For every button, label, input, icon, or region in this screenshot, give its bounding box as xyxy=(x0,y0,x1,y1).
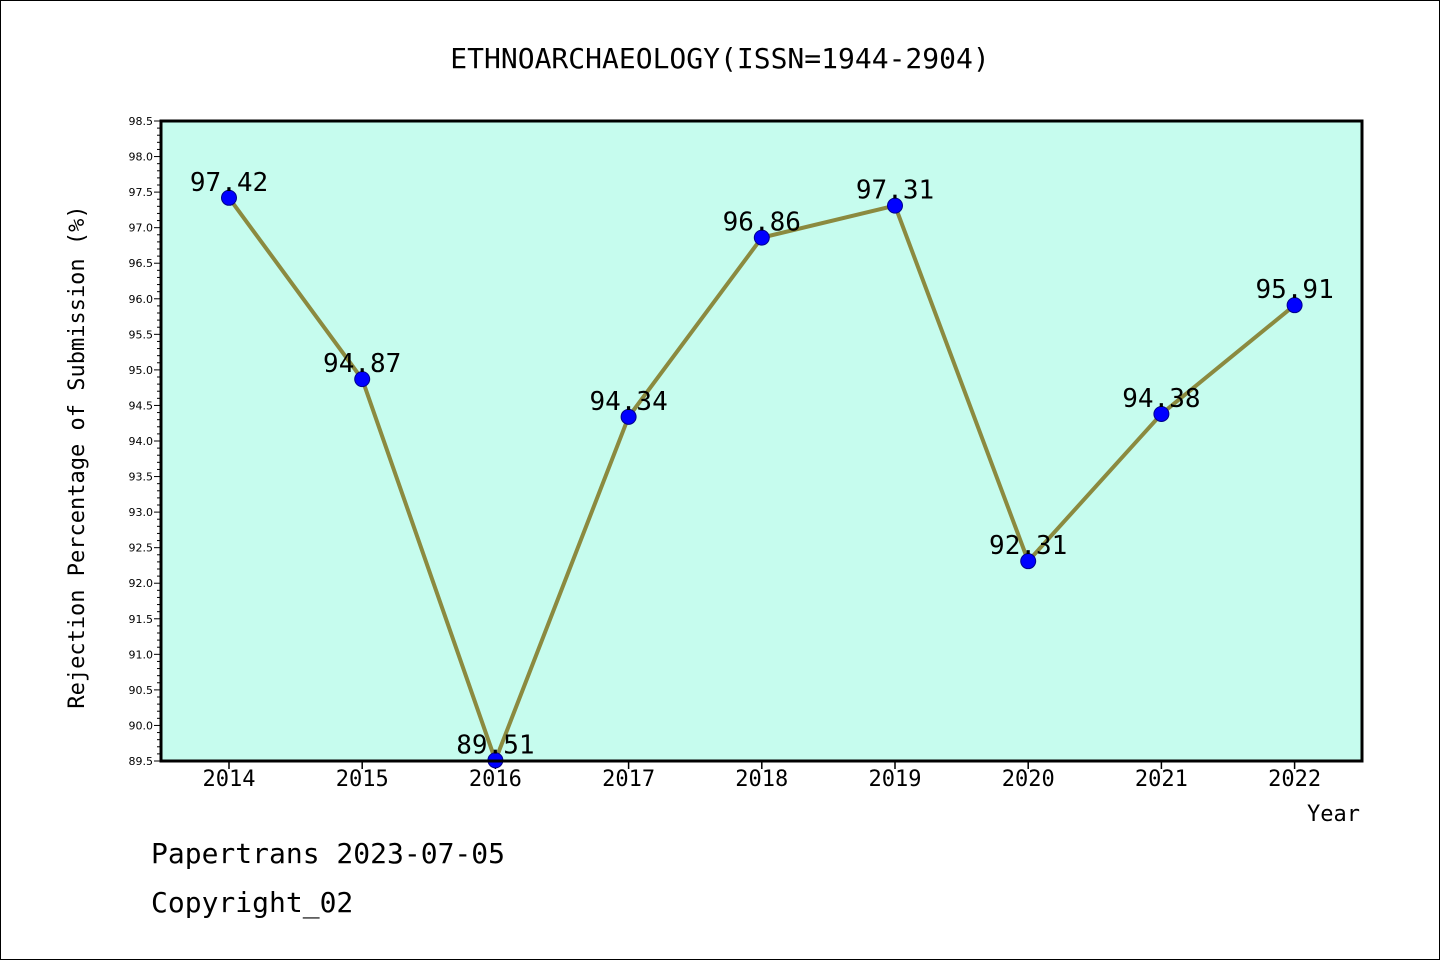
data-point xyxy=(221,189,237,206)
x-tick-label: 2020 xyxy=(1002,767,1055,792)
y-axis-title: Rejection Percentage of Submission (%) xyxy=(65,205,90,708)
y-tick-label: 90.5 xyxy=(129,684,154,697)
data-label: 92.31 xyxy=(989,531,1067,561)
data-point xyxy=(1286,297,1303,314)
y-tick-label: 95.5 xyxy=(129,328,154,341)
y-tick-label: 98.0 xyxy=(129,151,154,164)
y-tick-label: 92.5 xyxy=(129,542,154,555)
data-point xyxy=(887,197,903,214)
footer-date: Papertrans 2023-07-05 xyxy=(151,837,506,870)
data-label: 94.38 xyxy=(1122,384,1200,414)
data-label: 97.31 xyxy=(856,176,934,206)
y-tick-label: 96.5 xyxy=(129,257,154,270)
footer-copyright: Copyright_02 xyxy=(151,886,354,919)
y-tick-label: 98.5 xyxy=(129,115,154,128)
x-tick-label: 2015 xyxy=(336,767,389,792)
chart-title: ETHNOARCHAEOLOGY(ISSN=1944-2904) xyxy=(450,42,989,75)
data-point xyxy=(753,229,770,246)
data-point xyxy=(620,408,637,425)
y-tick-label: 94.0 xyxy=(129,435,154,448)
data-label: 95.91 xyxy=(1255,275,1333,305)
y-tick-label: 89.5 xyxy=(129,755,154,768)
series-layer: 97.42 94.87 89.51 94.34 96.86 97.31 92.31 94.38… xyxy=(190,168,1334,769)
y-tick-label: 95.0 xyxy=(129,364,154,377)
y-tick-label: 91.0 xyxy=(129,648,154,661)
data-label: 94.87 xyxy=(323,349,401,379)
y-tick-label: 91.5 xyxy=(129,613,154,626)
y-tick-label: 93.0 xyxy=(129,506,154,519)
y-tick-label: 94.5 xyxy=(129,399,154,412)
data-point xyxy=(1153,405,1170,422)
y-tick-label: 97.0 xyxy=(129,222,154,235)
data-point xyxy=(354,371,371,388)
x-tick-label: 2018 xyxy=(735,767,788,792)
y-tick-label: 93.5 xyxy=(129,471,154,484)
y-tick-label: 90.0 xyxy=(129,719,154,732)
plot-area xyxy=(161,121,1362,761)
x-tick-label: 2019 xyxy=(869,767,922,792)
y-tick-label: 96.0 xyxy=(129,293,154,306)
y-axis: 89.5 90.0 90.5 91.0 91.5 92.0 92.5 93.0 93.5 94.0… xyxy=(129,115,161,768)
data-label: 97.42 xyxy=(190,168,268,198)
x-tick-label: 2014 xyxy=(203,767,256,792)
x-axis-title: Year xyxy=(1307,802,1360,827)
x-axis: 2014 2015 2016 2017 2018 2019 2020 2021 2022 xyxy=(203,761,1321,792)
data-label: 89.51 xyxy=(456,730,534,760)
data-label: 96.86 xyxy=(723,208,801,238)
x-tick-label: 2022 xyxy=(1268,767,1321,792)
x-tick-label: 2017 xyxy=(602,767,655,792)
y-tick-label: 92.0 xyxy=(129,577,154,590)
data-label: 94.34 xyxy=(589,387,667,417)
y-tick-label: 97.5 xyxy=(129,186,154,199)
data-point xyxy=(1020,553,1037,570)
plot-frame xyxy=(159,119,1364,763)
x-tick-label: 2021 xyxy=(1135,767,1188,792)
x-tick-label: 2016 xyxy=(469,767,522,792)
